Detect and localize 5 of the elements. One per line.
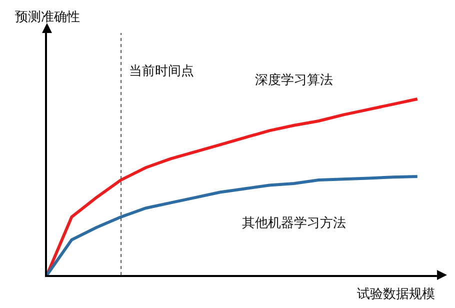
- text: 其他机器学习方法: [242, 215, 346, 231]
- text: 深度学习算法: [255, 72, 333, 88]
- text: 当前时间点: [129, 64, 194, 79]
- text: 预测准确性: [15, 10, 80, 25]
- x-axis-title: 试验数据规模: [357, 287, 435, 302]
